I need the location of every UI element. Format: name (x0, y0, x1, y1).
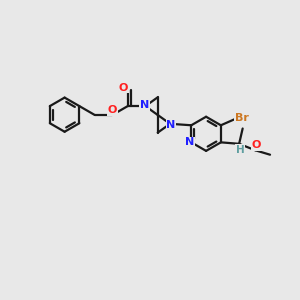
Text: O: O (108, 105, 117, 115)
Text: O: O (252, 140, 261, 150)
Text: Br: Br (235, 112, 249, 123)
Text: N: N (140, 100, 149, 110)
Text: N: N (185, 137, 195, 147)
Text: N: N (166, 120, 176, 130)
Text: O: O (119, 82, 128, 93)
Text: H: H (236, 145, 245, 155)
